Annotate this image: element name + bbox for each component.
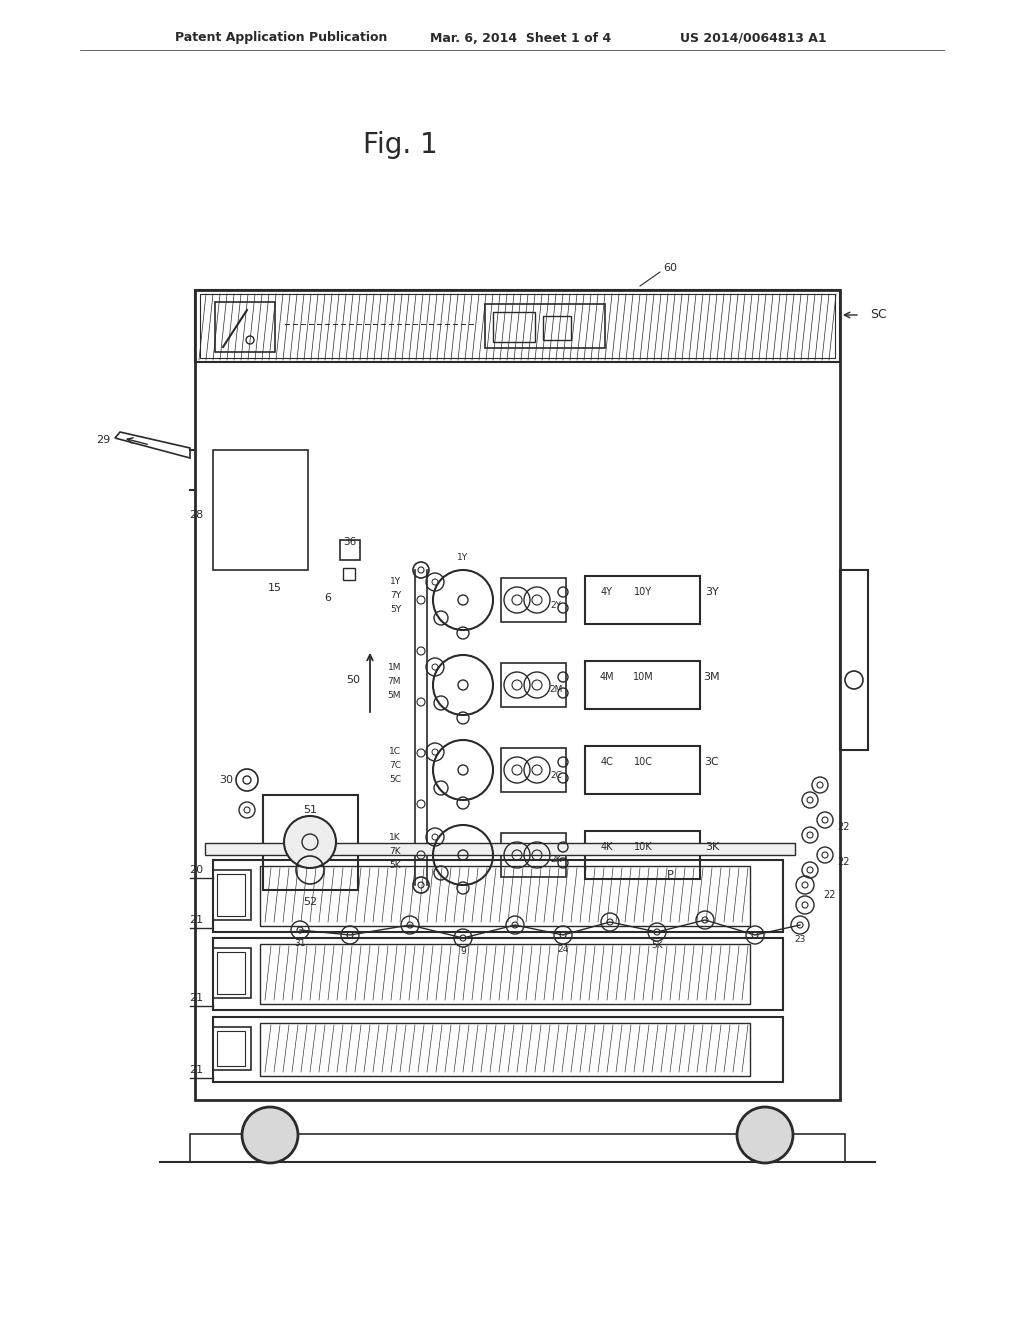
Text: 5K: 5K: [389, 861, 401, 870]
Bar: [585, 576, 700, 624]
Text: 22: 22: [823, 890, 836, 900]
Bar: [585, 661, 700, 709]
Bar: [215, 302, 275, 352]
Text: Patent Application Publication: Patent Application Publication: [175, 32, 387, 45]
Text: 4M: 4M: [600, 672, 614, 682]
Bar: [493, 312, 535, 342]
Text: 10C: 10C: [634, 756, 652, 767]
Bar: [213, 450, 308, 570]
Bar: [485, 304, 605, 348]
Bar: [213, 1016, 783, 1082]
Text: SC: SC: [870, 309, 887, 322]
Text: 60: 60: [663, 263, 677, 273]
Text: 1K: 1K: [389, 833, 401, 842]
Text: 4C: 4C: [600, 756, 613, 767]
Text: 1Y: 1Y: [390, 578, 401, 586]
Text: 23: 23: [795, 935, 806, 944]
Text: 3Y: 3Y: [706, 587, 719, 597]
Text: 1Y: 1Y: [458, 553, 469, 562]
Text: 3K: 3K: [705, 842, 719, 851]
Bar: [195, 290, 840, 1100]
Text: 2C: 2C: [550, 771, 562, 780]
Bar: [213, 948, 251, 998]
Text: 10Y: 10Y: [634, 587, 652, 597]
Bar: [205, 843, 795, 855]
Text: 24: 24: [557, 945, 568, 953]
Circle shape: [737, 1107, 793, 1163]
Text: 22: 22: [837, 822, 850, 832]
Text: 1M: 1M: [387, 663, 401, 672]
Text: 4Y: 4Y: [601, 587, 613, 597]
Text: Mar. 6, 2014  Sheet 1 of 4: Mar. 6, 2014 Sheet 1 of 4: [430, 32, 611, 45]
Text: 5C: 5C: [389, 776, 401, 784]
Text: 2K: 2K: [550, 855, 562, 865]
Bar: [501, 663, 566, 708]
Text: 36: 36: [343, 537, 356, 546]
Text: 5Y: 5Y: [390, 606, 401, 615]
Text: 2Y: 2Y: [551, 601, 561, 610]
Text: 21: 21: [188, 915, 203, 925]
Text: 30: 30: [219, 775, 233, 785]
Text: 6: 6: [325, 593, 332, 603]
Text: 2M: 2M: [549, 685, 562, 694]
Text: 31: 31: [294, 940, 306, 949]
Bar: [217, 952, 245, 994]
Text: 9: 9: [460, 948, 466, 957]
Bar: [501, 748, 566, 792]
Text: 52: 52: [303, 898, 317, 907]
Text: 7Y: 7Y: [390, 591, 401, 601]
Bar: [585, 832, 700, 879]
Bar: [200, 294, 835, 358]
Bar: [217, 874, 245, 916]
Text: Fig. 1: Fig. 1: [362, 131, 437, 158]
Bar: [213, 861, 783, 932]
Bar: [260, 866, 750, 927]
Bar: [840, 570, 868, 750]
Text: 5M: 5M: [387, 690, 401, 700]
Text: 1C: 1C: [389, 747, 401, 756]
Text: 20: 20: [188, 865, 203, 875]
Text: 22: 22: [837, 857, 850, 867]
Text: 51: 51: [303, 805, 317, 814]
Bar: [343, 568, 355, 579]
Bar: [213, 1027, 251, 1071]
Bar: [340, 540, 360, 560]
Text: 4K: 4K: [601, 842, 613, 851]
Text: 7K: 7K: [389, 846, 401, 855]
Text: 3C: 3C: [705, 756, 720, 767]
Text: 50: 50: [346, 675, 360, 685]
Text: 21: 21: [188, 993, 203, 1003]
Bar: [195, 290, 840, 362]
Bar: [585, 746, 700, 795]
Text: 5K: 5K: [651, 941, 663, 950]
Text: 10M: 10M: [633, 672, 653, 682]
Text: 29: 29: [96, 436, 111, 445]
Bar: [213, 939, 783, 1010]
Bar: [213, 870, 251, 920]
Text: US 2014/0064813 A1: US 2014/0064813 A1: [680, 32, 826, 45]
Bar: [260, 1023, 750, 1076]
Bar: [260, 944, 750, 1005]
Bar: [217, 1031, 245, 1067]
Circle shape: [284, 816, 336, 869]
Text: 28: 28: [188, 510, 203, 520]
Text: 7C: 7C: [389, 762, 401, 771]
Bar: [501, 833, 566, 876]
Text: 10K: 10K: [634, 842, 652, 851]
Bar: [263, 795, 358, 890]
Text: 3M: 3M: [703, 672, 720, 682]
Bar: [190, 1134, 845, 1162]
Text: P: P: [667, 870, 674, 880]
Text: 15: 15: [268, 583, 282, 593]
Bar: [543, 315, 571, 341]
Circle shape: [242, 1107, 298, 1163]
Text: 21: 21: [188, 1065, 203, 1074]
Text: 7M: 7M: [387, 676, 401, 685]
Bar: [501, 578, 566, 622]
